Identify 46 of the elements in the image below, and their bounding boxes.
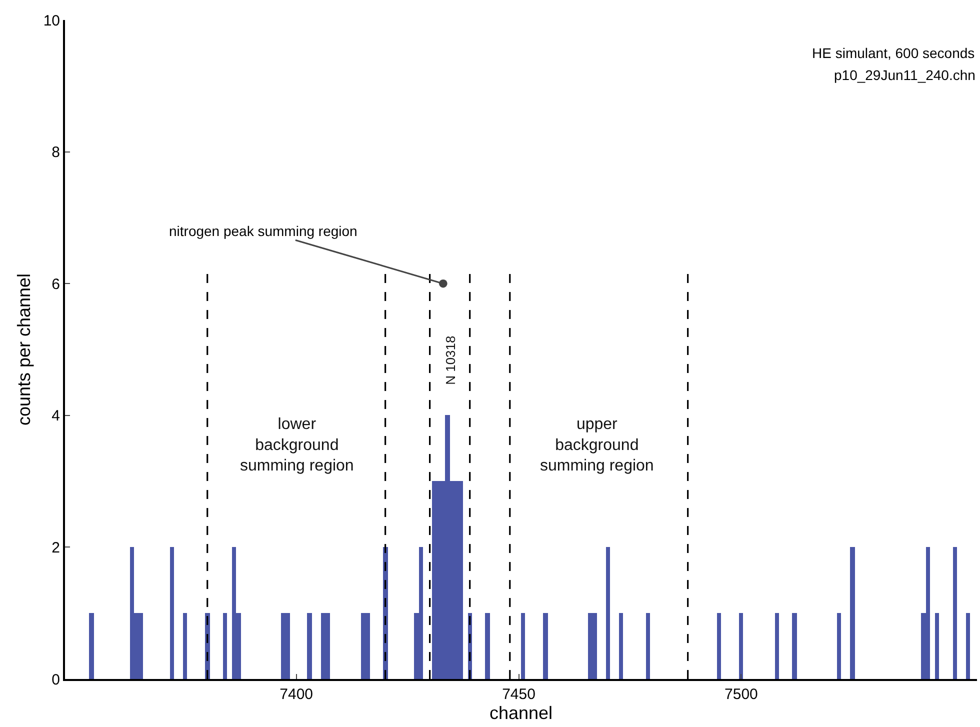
bar xyxy=(285,613,290,679)
bar xyxy=(138,613,143,679)
bar xyxy=(521,613,525,679)
bar xyxy=(966,613,970,679)
bar xyxy=(792,613,797,679)
bar xyxy=(436,481,441,679)
x-tick-label: 7450 xyxy=(502,686,536,703)
x-axis-title: channel xyxy=(489,703,553,723)
bar xyxy=(850,547,855,679)
bar xyxy=(325,613,330,679)
x-tick-label: 7500 xyxy=(724,686,758,703)
bar xyxy=(223,613,227,679)
bar xyxy=(365,613,370,679)
y-tick-label: 6 xyxy=(52,276,60,293)
y-tick-label: 4 xyxy=(52,408,60,425)
y-axis-title: counts per channel xyxy=(14,273,34,426)
bar xyxy=(739,613,743,679)
bar xyxy=(717,613,721,679)
bar xyxy=(183,613,187,679)
bar xyxy=(953,547,957,679)
annotation: HE simulant, 600 seconds xyxy=(812,45,975,61)
bar xyxy=(307,613,312,679)
bar xyxy=(592,613,597,679)
bar xyxy=(454,481,459,679)
bar xyxy=(445,415,450,679)
bar xyxy=(837,613,841,679)
bar xyxy=(775,613,779,679)
bar xyxy=(935,613,939,679)
bar xyxy=(130,547,134,679)
bar xyxy=(606,547,610,679)
annotation: p10_29Jun11_240.chn xyxy=(834,67,976,83)
annotation: nitrogen peak summing region xyxy=(169,223,358,239)
annotation: lower background summing region xyxy=(240,416,354,475)
y-tick-label: 2 xyxy=(52,539,60,556)
annotation: upper background summing region xyxy=(540,416,654,475)
y-tick-label: 8 xyxy=(52,144,60,162)
x-tick-label: 7400 xyxy=(280,686,314,703)
bar xyxy=(543,613,548,679)
bar xyxy=(89,613,94,679)
bar xyxy=(170,547,174,679)
y-tick-label: 10 xyxy=(43,12,60,30)
bar xyxy=(619,613,623,679)
annotation: N 10318 xyxy=(442,336,458,385)
bar xyxy=(485,613,490,679)
bar xyxy=(646,613,650,679)
y-tick-label: 0 xyxy=(52,671,60,688)
